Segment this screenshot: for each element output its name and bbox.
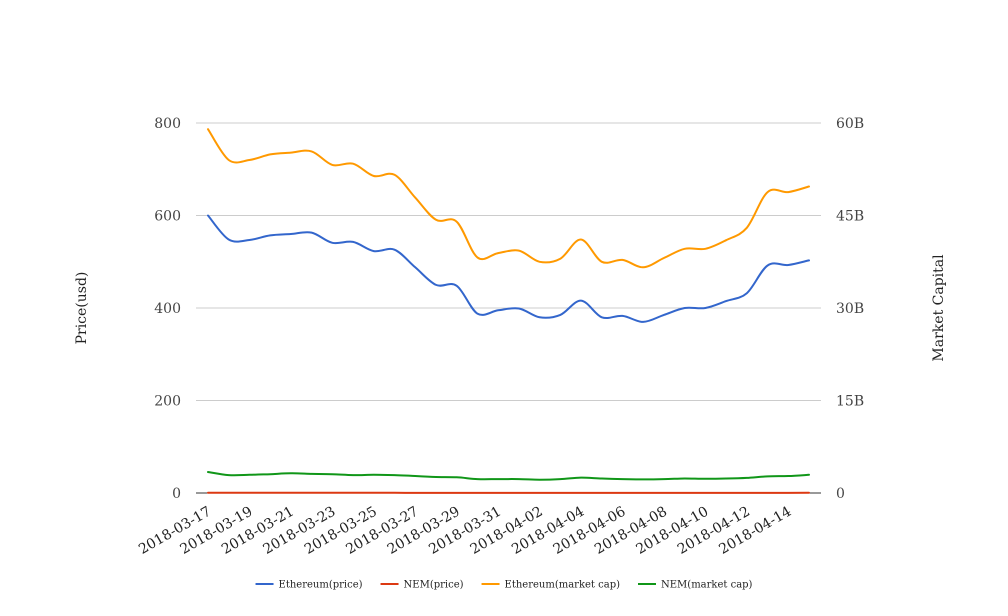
right-y-tick-label: 0 — [836, 486, 845, 502]
right-y-tick-label: 60B — [836, 116, 864, 132]
legend-item: Ethereum(market cap) — [481, 580, 621, 591]
left-y-tick-label: 400 — [154, 301, 181, 317]
legend-item: NEM(market cap) — [638, 580, 753, 591]
legend: Ethereum(price) NEM(price) Ethereum(market… — [255, 580, 753, 591]
legend-item: Ethereum(price) — [255, 580, 363, 591]
plot-area — [207, 128, 810, 494]
legend-label: Ethereum(price) — [279, 580, 363, 591]
left-y-tick-label: 600 — [154, 209, 181, 225]
legend-label: NEM(price) — [404, 580, 464, 591]
left-y-tick-label: 0 — [172, 486, 181, 502]
right-y-tick-label: 15B — [836, 394, 864, 410]
left-y-tick-label: 200 — [154, 394, 181, 410]
right-axis-label: Market Capital — [931, 254, 947, 362]
series-line-nem-market-cap — [207, 471, 810, 481]
right-y-tick-label: 45B — [836, 209, 864, 225]
legend-item: NEM(price) — [380, 580, 464, 591]
right-y-tick-label: 30B — [836, 301, 864, 317]
left-y-axis: 0 200 400 600 800 — [154, 116, 181, 502]
legend-label: Ethereum(market cap) — [505, 580, 621, 591]
right-y-axis: 0 15B 30B 45B 60B — [836, 116, 864, 502]
series-line-ethereum-market-cap — [207, 128, 810, 269]
series-line-ethereum-price — [207, 214, 810, 323]
left-y-tick-label: 800 — [154, 116, 181, 132]
x-axis: 2018-03-172018-03-192018-03-212018-03-23… — [136, 504, 794, 558]
left-axis-label: Price(usd) — [74, 272, 90, 345]
legend-label: NEM(market cap) — [661, 580, 753, 591]
